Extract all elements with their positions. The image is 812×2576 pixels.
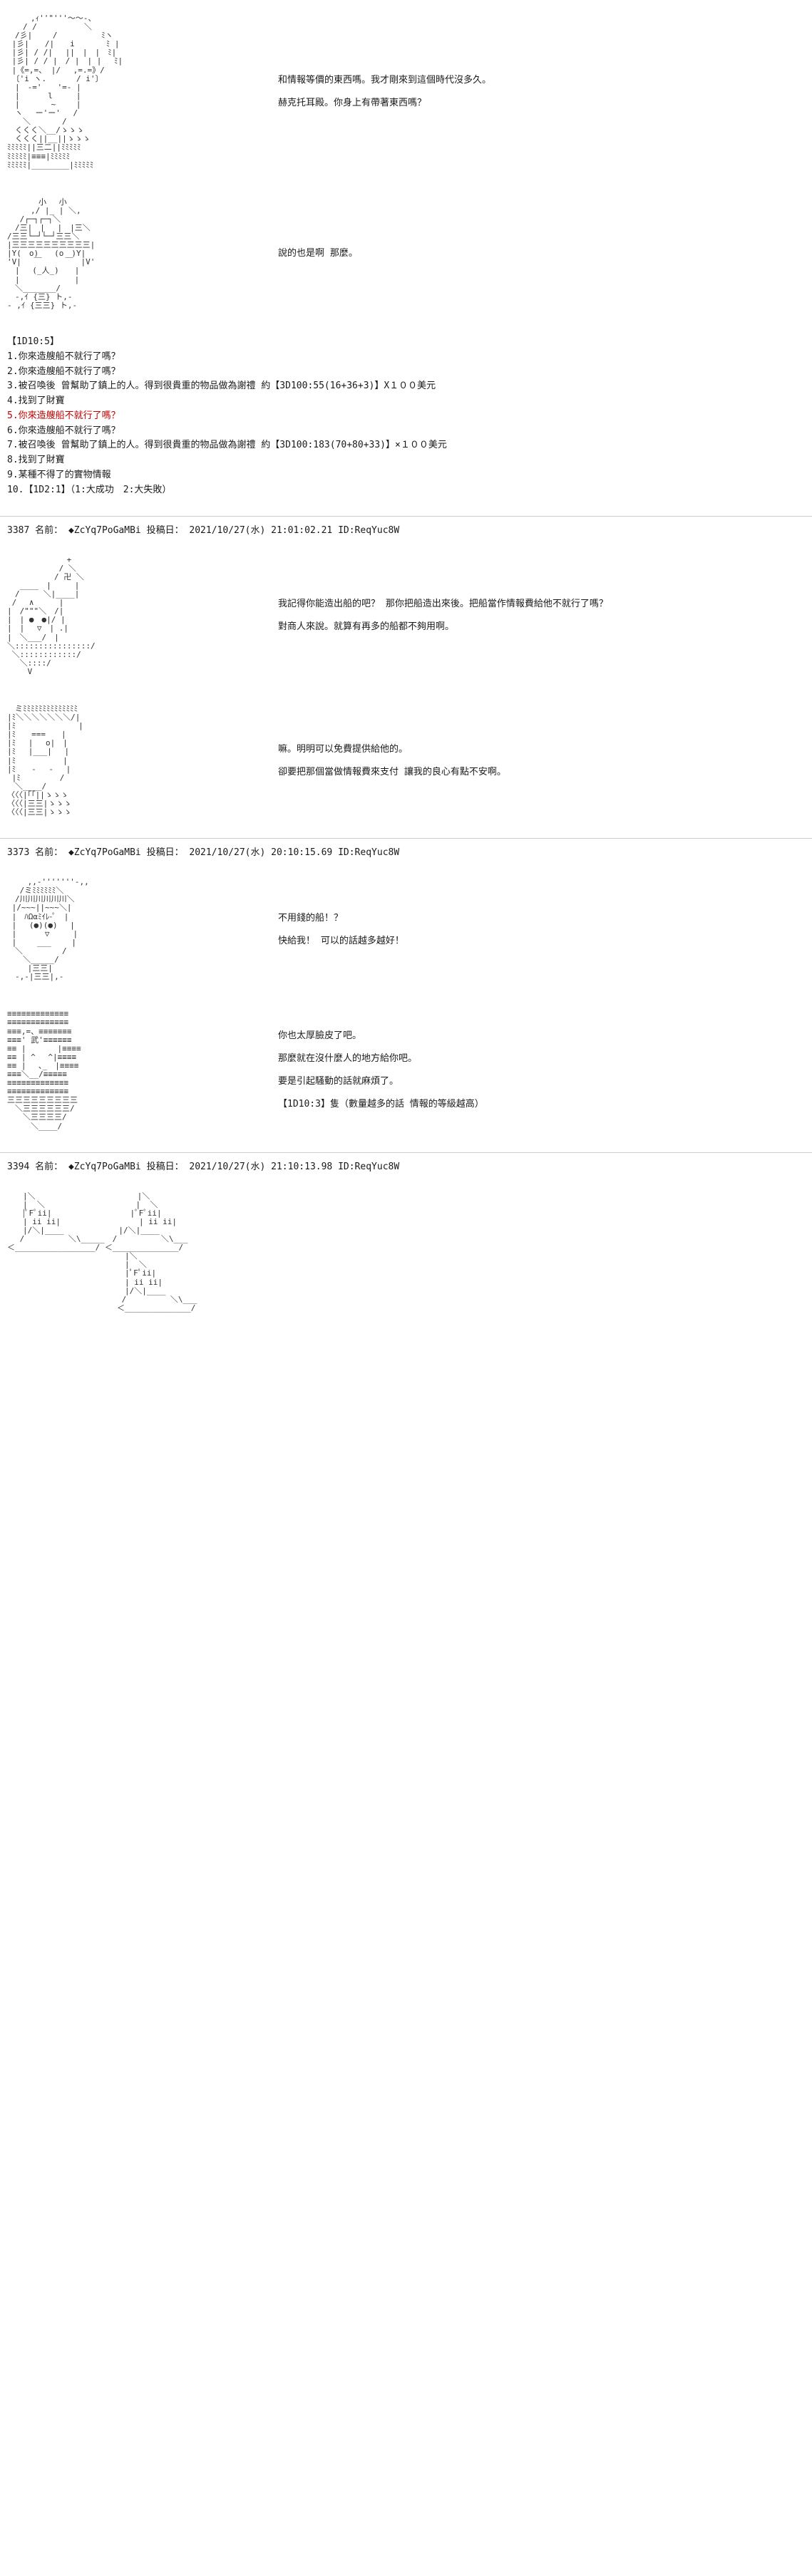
- dialogue-line: 你也太厚臉皮了吧。: [278, 1027, 769, 1045]
- dialogue-line: 赫克托耳殿。你身上有帶著東西嗎？: [278, 94, 769, 113]
- post-number: 3373: [7, 847, 29, 858]
- dialogue-line: 嘛。明明可以免費提供給他的。: [278, 740, 769, 759]
- panel-7: |＼ |＼ | ＼ | ＼ |ﾟFﾟii| |ﾟFﾟii| | ii ii| |…: [0, 1178, 812, 1327]
- dialogue-line: 和情報等價的東西嗎。我才剛來到這個時代沒多久。: [278, 71, 769, 90]
- post-id: ID:ReqYuc8W: [338, 847, 399, 858]
- dialogue-line: 不用錢的船！？: [278, 909, 769, 928]
- post-date: 2021/10/27(水) 21:01:02.21: [189, 525, 332, 536]
- dice-options: 1.你來造艘船不就行了嗎？2.你來造艘船不就行了嗎？3.被召喚後 曾幫助了鎮上的…: [7, 350, 805, 498]
- date-label: 投稿日：: [147, 1162, 184, 1172]
- dialogue-line: 【1D10:3】隻（數量越多的話 情報的等級越高）: [278, 1095, 769, 1114]
- panel-1: ,ｨ''"'''～～-、 / / ＼ /彡| / ﾐヽ |彡| /| i ﾐ |…: [0, 0, 812, 184]
- dice-option: 5.你來造艘船不就行了嗎？: [7, 409, 805, 424]
- ascii-art-3: + / ＼ / 卍 ＼ ____ | | / ＼|____| / ∧ | | /…: [7, 556, 250, 676]
- dice-option: 6.你來造艘船不就行了嗎？: [7, 424, 805, 439]
- ascii-art-ships: |＼ |＼ | ＼ | ＼ |ﾟFﾟii| |ﾟFﾟii| | ii ii| |…: [7, 1192, 805, 1313]
- dialogue-3: 我記得你能造出船的吧？ 那你把船造出來後。把船當作情報費給他不就行了嗎？ 對商人…: [278, 591, 805, 641]
- dialogue-line: 我記得你能造出船的吧？ 那你把船造出來後。把船當作情報費給他不就行了嗎？: [278, 595, 769, 614]
- post-date: 2021/10/27(水) 21:10:13.98: [189, 1162, 332, 1172]
- dialogue-line: 要是引起騷動的話就麻煩了。: [278, 1072, 769, 1091]
- tripcode: ◆ZcYq7PoGaMBi: [68, 847, 141, 858]
- dice-title: 【1D10:5】: [7, 335, 805, 350]
- panel-4: ミﾐﾐﾐﾐﾐﾐﾐﾐﾐﾐﾐﾐﾐﾐ |ﾐ＼＼＼＼＼＼＼/| |ﾐ | |ﾐ === …: [0, 690, 812, 831]
- date-label: 投稿日：: [147, 847, 184, 858]
- date-label: 投稿日：: [147, 525, 184, 536]
- panel-3: + / ＼ / 卍 ＼ ____ | | / ＼|____| / ∧ | | /…: [0, 542, 812, 690]
- dialogue-5: 不用錢的船！？ 快給我！ 可以的話越多越好！: [278, 905, 805, 955]
- post-id: ID:ReqYuc8W: [338, 525, 399, 536]
- panel-5: ,,-'''''''-,, /ミﾐﾐﾐﾐﾐﾐ＼ /川川川川川川＼ |/~~~||…: [0, 864, 812, 995]
- dice-option: 2.你來造艘船不就行了嗎？: [7, 365, 805, 380]
- panel-6: ≡≡≡≡≡≡≡≡≡≡≡≡≡ ≡≡≡≡≡≡≡≡≡≡≡≡≡ ≡≡≡,=、≡≡≡≡≡≡…: [0, 995, 812, 1144]
- name-label: 名前：: [35, 847, 63, 858]
- name-label: 名前：: [35, 1162, 63, 1172]
- dialogue-6: 你也太厚臉皮了吧。 那麼就在沒什麼人的地方給你吧。 要是引起騷動的話就麻煩了。 …: [278, 1023, 805, 1118]
- dice-result-block: 【1D10:5】 1.你來造艘船不就行了嗎？2.你來造艘船不就行了嗎？3.被召喚…: [0, 324, 812, 509]
- dialogue-1: 和情報等價的東西嗎。我才剛來到這個時代沒多久。 赫克托耳殿。你身上有帶著東西嗎？: [278, 67, 805, 117]
- post-meta-2: 3373 名前： ◆ZcYq7PoGaMBi 投稿日： 2021/10/27(水…: [0, 838, 812, 864]
- post-meta-3: 3394 名前： ◆ZcYq7PoGaMBi 投稿日： 2021/10/27(水…: [0, 1152, 812, 1178]
- post-meta-1: 3387 名前： ◆ZcYq7PoGaMBi 投稿日： 2021/10/27(水…: [0, 516, 812, 542]
- dialogue-line: 說的也是啊 那麼。: [278, 244, 769, 263]
- post-number: 3394: [7, 1162, 29, 1172]
- ascii-art-2: 小 小 ,/ |_ | ＼, /┌─┐┌─┐＼ /三| | | |三＼ /三三└…: [7, 198, 250, 310]
- dice-option: 4.找到了財寶: [7, 394, 805, 409]
- panel-2: 小 小 ,/ |_ | ＼, /┌─┐┌─┐＼ /三| | | |三＼ /三三└…: [0, 184, 812, 324]
- ascii-art-5: ,,-'''''''-,, /ミﾐﾐﾐﾐﾐﾐ＼ /川川川川川川＼ |/~~~||…: [7, 878, 250, 981]
- tripcode: ◆ZcYq7PoGaMBi: [68, 1162, 141, 1172]
- dice-option: 1.你來造艘船不就行了嗎？: [7, 350, 805, 365]
- ascii-art-6: ≡≡≡≡≡≡≡≡≡≡≡≡≡ ≡≡≡≡≡≡≡≡≡≡≡≡≡ ≡≡≡,=、≡≡≡≡≡≡…: [7, 1010, 250, 1130]
- dialogue-line: 快給我！ 可以的話越多越好！: [278, 932, 769, 951]
- dice-option: 7.被召喚後 曾幫助了鎮上的人。得到很貴重的物品做為謝禮 約【3D100:183…: [7, 438, 805, 453]
- ascii-art-1: ,ｨ''"'''～～-、 / / ＼ /彡| / ﾐヽ |彡| /| i ﾐ |…: [7, 14, 250, 170]
- dialogue-line: 那麼就在沒什麼人的地方給你吧。: [278, 1050, 769, 1068]
- post-id: ID:ReqYuc8W: [338, 1162, 399, 1172]
- dice-option: 3.被召喚後 曾幫助了鎮上的人。得到很貴重的物品做為謝禮 約【3D100:55(…: [7, 379, 805, 394]
- dialogue-2: 說的也是啊 那麼。: [278, 240, 805, 267]
- dice-option: 9.某種不得了的實物情報: [7, 468, 805, 483]
- ascii-art-4: ミﾐﾐﾐﾐﾐﾐﾐﾐﾐﾐﾐﾐﾐﾐ |ﾐ＼＼＼＼＼＼＼/| |ﾐ | |ﾐ === …: [7, 705, 250, 817]
- dice-option: 8.找到了財寶: [7, 453, 805, 468]
- post-number: 3387: [7, 525, 29, 536]
- name-label: 名前：: [35, 525, 63, 536]
- post-date: 2021/10/27(水) 20:10:15.69: [189, 847, 332, 858]
- dialogue-line: 對商人來說。就算有再多的船都不夠用啊。: [278, 618, 769, 636]
- dialogue-line: 卻要把那個當做情報費來支付 讓我的良心有點不安啊。: [278, 763, 769, 782]
- tripcode: ◆ZcYq7PoGaMBi: [68, 525, 141, 536]
- dice-option: 10.【1D2:1】（1:大成功 2:大失敗）: [7, 483, 805, 498]
- dialogue-4: 嘛。明明可以免費提供給他的。 卻要把那個當做情報費來支付 讓我的良心有點不安啊。: [278, 736, 805, 786]
